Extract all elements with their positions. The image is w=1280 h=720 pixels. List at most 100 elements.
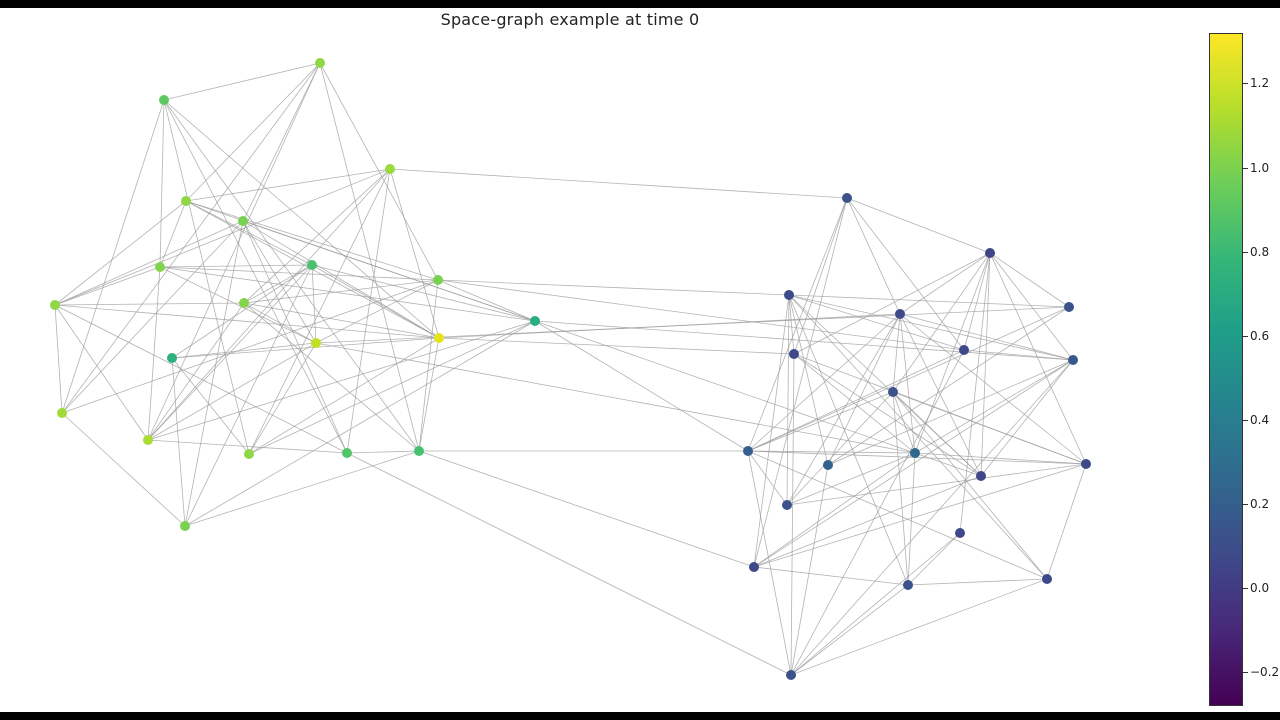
graph-edge [786, 391, 894, 506]
graph-edge [315, 279, 439, 344]
graph-node [167, 353, 177, 363]
graph-edge [747, 306, 1070, 452]
graph-edge [1046, 463, 1087, 580]
graph-edge [242, 62, 321, 222]
graph-edge [418, 450, 755, 568]
graph-node [895, 309, 905, 319]
graph-edge [790, 353, 795, 676]
graph-edge [438, 337, 795, 355]
graph-edge [242, 220, 440, 339]
graph-edge [54, 200, 187, 306]
graph-edge [184, 450, 420, 527]
graph-node [782, 500, 792, 510]
graph-edge [61, 62, 321, 414]
graph-edge [790, 349, 965, 676]
graph-edge [319, 62, 439, 281]
graph-edge [184, 320, 536, 527]
graph-edge [184, 264, 313, 527]
graph-edge [315, 342, 916, 454]
colorbar-tick-mark [1243, 83, 1248, 85]
colorbar-tick-label: 0.4 [1250, 412, 1270, 427]
graph-edge [54, 220, 244, 306]
graph-node [181, 196, 191, 206]
graph-edge [346, 452, 792, 676]
graph-edge [899, 313, 1074, 361]
graph-edge [793, 252, 991, 355]
graph-edge [311, 264, 317, 344]
graph-edge [61, 279, 439, 414]
graph-node [530, 316, 540, 326]
graph-edge [147, 439, 348, 454]
graph-edge [747, 391, 894, 452]
graph-node [342, 448, 352, 458]
space-graph [50, 58, 1091, 680]
graph-edge [846, 197, 991, 254]
graph-edge [243, 279, 439, 304]
graph-edge [159, 99, 165, 268]
graph-nodes [50, 58, 1091, 680]
graph-edge [61, 412, 186, 527]
graph-edge [899, 313, 982, 477]
graph-edge [171, 337, 440, 359]
graph-edge [248, 168, 391, 455]
graph-edge [163, 99, 420, 452]
colorbar-tick-label: −0.2 [1250, 665, 1280, 680]
graph-edge [892, 391, 1087, 465]
graph-edge [790, 584, 909, 676]
graph-edge [790, 532, 961, 676]
graph-edge [147, 342, 317, 441]
colorbar-tick-label: 0.6 [1250, 328, 1270, 343]
graph-node [414, 446, 424, 456]
graph-edge [248, 337, 440, 455]
graph-node [315, 58, 325, 68]
graph-edge [989, 252, 1087, 465]
graph-node [1064, 302, 1074, 312]
graph-edge [753, 566, 909, 586]
graph-node [155, 262, 165, 272]
graph-edge [788, 294, 829, 466]
graph-edge [171, 264, 313, 359]
graph-edge [346, 168, 391, 454]
graph-edge [534, 320, 1074, 361]
graph-edge [846, 197, 901, 315]
graph-edge [54, 304, 63, 414]
graph-node [1081, 459, 1091, 469]
graph-edge [989, 252, 1070, 308]
graph-node [959, 345, 969, 355]
graph-node [57, 408, 67, 418]
graph-node [433, 275, 443, 285]
graph-node [159, 95, 169, 105]
graph-edge [786, 463, 1087, 506]
graph-edge [907, 532, 961, 586]
graph-edge [747, 450, 788, 506]
chart-title: Space-graph example at time 0 [440, 10, 700, 29]
graph-edge [61, 99, 165, 414]
graph-edge [534, 320, 749, 452]
graph-edge [54, 266, 161, 306]
graph-edge [788, 294, 795, 355]
graph-edge [788, 294, 965, 351]
graph-node [143, 435, 153, 445]
graph-edge [892, 313, 901, 393]
graph-edge [418, 279, 439, 452]
graph-edge [914, 452, 1087, 465]
graph-edge [163, 99, 440, 339]
graph-node [786, 670, 796, 680]
graph-edge [54, 304, 348, 454]
graph-edge [184, 220, 244, 527]
graph-node [823, 460, 833, 470]
graph-edge [171, 342, 317, 359]
graph-edge [827, 306, 1070, 466]
graph-node [784, 290, 794, 300]
graph-edge [747, 349, 965, 452]
graph-node [888, 387, 898, 397]
colorbar-tick-mark [1243, 588, 1248, 590]
graph-edge [959, 252, 991, 534]
graph-edge [389, 168, 440, 339]
graph-edge [242, 220, 536, 322]
graph-node [976, 471, 986, 481]
graph-edge [147, 320, 536, 441]
colorbar-tick-mark [1243, 335, 1248, 337]
colorbar-tick-mark [1243, 504, 1248, 506]
graph-edge [747, 450, 792, 676]
